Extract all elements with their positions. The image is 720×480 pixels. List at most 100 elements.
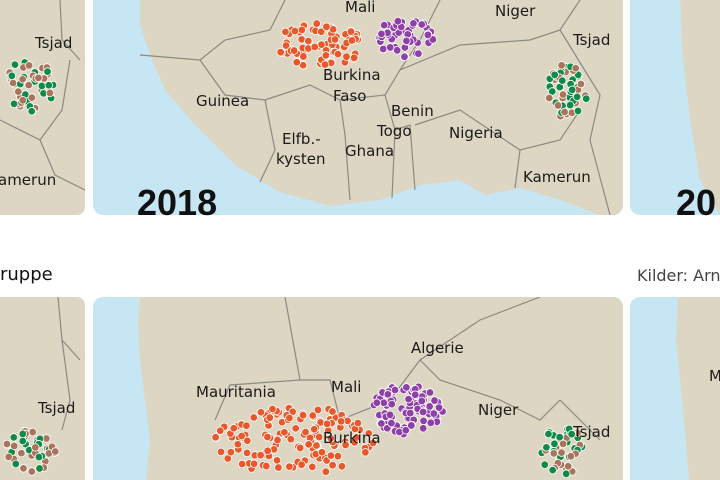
country-label: Faso xyxy=(333,87,366,105)
event-dot xyxy=(550,439,559,448)
country-label: Tsjad xyxy=(572,31,610,49)
event-dot xyxy=(18,75,27,84)
event-dot xyxy=(273,435,282,445)
country-label: Togo xyxy=(376,122,412,140)
country-label: Burkina xyxy=(323,429,381,447)
event-dot xyxy=(555,433,564,442)
event-dot xyxy=(297,460,306,469)
event-dot xyxy=(4,452,13,462)
event-dot xyxy=(418,407,428,417)
event-dot xyxy=(417,20,426,29)
event-dot xyxy=(364,429,373,438)
country-label: amerun xyxy=(0,171,56,189)
country-label: kysten xyxy=(276,150,325,168)
dots xyxy=(2,426,60,476)
event-dot xyxy=(24,80,33,90)
event-dot xyxy=(14,87,23,96)
event-dot xyxy=(540,460,549,469)
event-dot xyxy=(548,465,557,475)
event-dot xyxy=(576,79,586,89)
border xyxy=(57,297,81,431)
country-label: Mali xyxy=(331,378,361,396)
country-label: Niger xyxy=(478,401,519,419)
event-dot xyxy=(566,452,576,461)
event-dot xyxy=(43,67,52,76)
event-dot xyxy=(299,52,308,61)
event-dot xyxy=(317,27,326,36)
event-dot xyxy=(9,433,18,442)
event-dot xyxy=(226,447,236,457)
event-dot xyxy=(426,418,435,428)
event-dot xyxy=(411,390,420,399)
event-dot xyxy=(326,434,335,443)
event-dot xyxy=(281,41,291,50)
country-label: Ghana xyxy=(345,142,394,160)
country-label: Guinea xyxy=(196,92,249,110)
event-dot xyxy=(268,404,277,414)
event-dot xyxy=(233,440,243,449)
panel xyxy=(630,0,720,215)
panel: M xyxy=(630,297,720,480)
event-dot xyxy=(379,20,389,30)
event-dot xyxy=(304,440,313,449)
event-dot xyxy=(281,27,290,37)
event-dot xyxy=(557,61,566,70)
event-dot xyxy=(550,70,559,80)
event-dot xyxy=(256,451,265,460)
event-dot xyxy=(328,460,337,470)
event-dot xyxy=(314,432,324,442)
legend-title: ruppe xyxy=(0,264,53,285)
event-dot xyxy=(237,431,246,441)
event-dot xyxy=(272,456,282,465)
event-dot xyxy=(553,101,563,110)
event-dot xyxy=(249,459,259,468)
event-dot xyxy=(317,448,327,457)
event-dot xyxy=(341,440,350,450)
event-dot xyxy=(557,448,566,457)
event-dot xyxy=(17,448,26,458)
event-dot xyxy=(402,36,411,46)
event-dot xyxy=(429,409,439,418)
event-dot xyxy=(419,416,428,426)
event-dot xyxy=(361,448,370,457)
event-dot xyxy=(45,88,55,98)
event-dot xyxy=(372,398,382,407)
event-dot xyxy=(571,63,580,73)
event-dot xyxy=(385,410,395,420)
event-dot xyxy=(352,433,361,442)
event-dot xyxy=(407,421,416,430)
country-label: Mauritania xyxy=(196,383,276,401)
event-dot xyxy=(295,443,305,453)
country-label: Burkina xyxy=(323,66,381,84)
event-dot xyxy=(280,428,289,437)
event-dot xyxy=(216,426,225,435)
event-dot xyxy=(336,417,346,426)
event-dot xyxy=(242,448,252,458)
event-dot xyxy=(285,413,294,423)
event-dot xyxy=(274,463,283,472)
event-dot xyxy=(387,418,396,428)
event-dot xyxy=(18,429,27,439)
event-dot xyxy=(256,408,266,417)
event-dot xyxy=(425,402,434,411)
event-dot xyxy=(560,107,569,117)
event-dot xyxy=(263,446,272,456)
event-dot xyxy=(265,413,274,422)
event-dot xyxy=(353,418,363,428)
event-dot xyxy=(377,29,386,39)
event-dot xyxy=(322,419,332,429)
dots xyxy=(5,58,58,116)
event-dot xyxy=(425,388,435,397)
event-dot xyxy=(337,462,347,471)
year-label: 2018 xyxy=(137,182,217,223)
event-dot xyxy=(404,394,413,404)
event-dot xyxy=(27,93,37,102)
event-dot xyxy=(409,19,418,28)
event-dot xyxy=(308,462,317,472)
event-dot xyxy=(387,399,396,409)
event-dot xyxy=(242,421,251,430)
event-dot xyxy=(402,383,411,392)
event-dot xyxy=(379,398,389,407)
event-dot xyxy=(292,58,301,67)
